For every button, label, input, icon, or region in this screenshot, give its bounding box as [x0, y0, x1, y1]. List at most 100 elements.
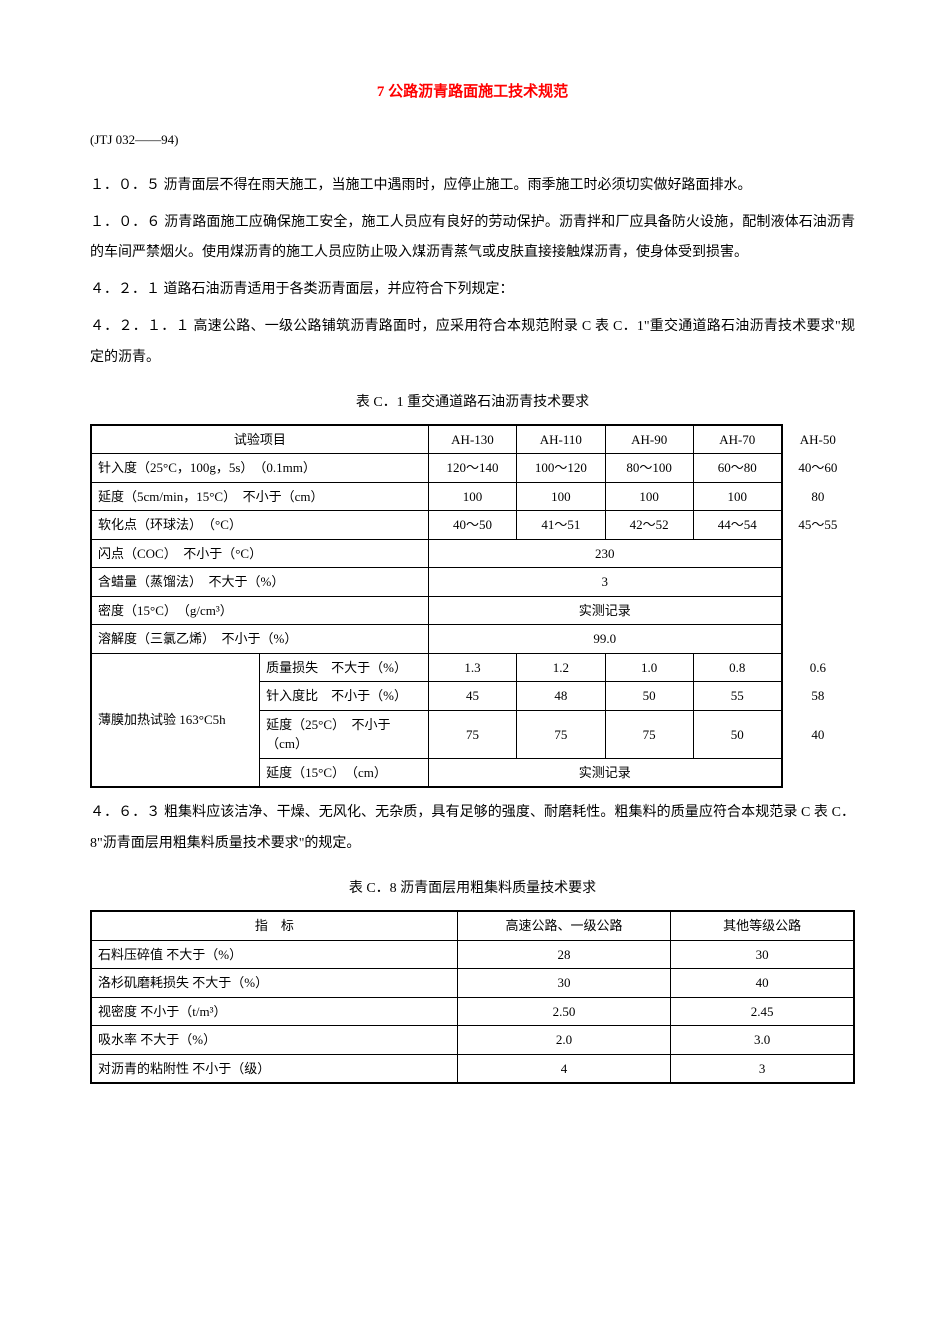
- cell-value: 0.6: [782, 653, 854, 682]
- table-row: 针入度（25°C，100g，5s） （0.1mm） 120～140 100～12…: [91, 454, 854, 483]
- cell-value: 1.2: [517, 653, 605, 682]
- cell-value: 100: [605, 482, 693, 511]
- cell-value: 45～55: [782, 511, 854, 540]
- cell-value: 75: [517, 710, 605, 758]
- cell-value: 30: [457, 969, 671, 998]
- cell-value: 58: [782, 682, 854, 711]
- cell-label: 含蜡量（蒸馏法） 不大于（%）: [91, 568, 428, 597]
- table-row: 视密度 不小于（t/m³） 2.50 2.45: [91, 997, 854, 1026]
- cell-value: 44～54: [693, 511, 781, 540]
- cell-value: 50: [693, 710, 781, 758]
- cell-label: 针入度比 不小于（%）: [260, 682, 429, 711]
- table-c8-caption: 表 C．8 沥青面层用粗集料质量技术要求: [90, 878, 855, 900]
- cell-value: 80～100: [605, 454, 693, 483]
- table-row: 吸水率 不大于（%） 2.0 3.0: [91, 1026, 854, 1055]
- cell-value: 75: [605, 710, 693, 758]
- cell-value: 4: [457, 1054, 671, 1083]
- paragraph-4-2-1-1: ４．２．１．１ 高速公路、一级公路铺筑沥青路面时，应采用符合本规范附录 C 表 …: [90, 312, 855, 374]
- cell-value: 99.0: [428, 625, 781, 654]
- paragraph-4-2-1: ４．２．１ 道路石油沥青适用于各类沥青面层，并应符合下列规定：: [90, 275, 855, 306]
- paragraph-4-6-3: ４．６．３ 粗集料应该洁净、干燥、无风化、无杂质，具有足够的强度、耐磨耗性。粗集…: [90, 798, 855, 860]
- table-row: 延度（5cm/min，15°C） 不小于（cm） 100 100 100 100…: [91, 482, 854, 511]
- cell-value: 1.0: [605, 653, 693, 682]
- cell-value: 60～80: [693, 454, 781, 483]
- col-other: 其他等级公路: [671, 911, 854, 940]
- cell-value: 50: [605, 682, 693, 711]
- cell-value: 实测记录: [428, 596, 781, 625]
- cell-value: 3: [671, 1054, 854, 1083]
- cell-value: 3: [428, 568, 781, 597]
- cell-label: 延度（15°C） （cm）: [260, 758, 429, 787]
- cell-value: 100: [693, 482, 781, 511]
- document-code: (JTJ 032——94): [90, 130, 855, 151]
- col-highway: 高速公路、一级公路: [457, 911, 671, 940]
- cell-label: 软化点（环球法） （°C）: [91, 511, 428, 540]
- table-row: 密度（15°C） （g/cm³） 实测记录: [91, 596, 854, 625]
- paragraph-1-0-6: １．０．６ 沥青路面施工应确保施工安全，施工人员应有良好的劳动保护。沥青拌和厂应…: [90, 208, 855, 270]
- cell-value: 100: [517, 482, 605, 511]
- cell-value: 40: [782, 710, 854, 758]
- col-ah70: AH-70: [693, 425, 781, 454]
- cell-value: 3.0: [671, 1026, 854, 1055]
- cell-value: 75: [428, 710, 516, 758]
- cell-empty: [782, 539, 854, 568]
- table-row: 洛杉矶磨耗损失 不大于（%） 30 40: [91, 969, 854, 998]
- table-row: 溶解度（三氯乙烯） 不小于（%） 99.0: [91, 625, 854, 654]
- col-ah50: AH-50: [782, 425, 854, 454]
- cell-film-label: 薄膜加热试验 163°C5h: [91, 653, 260, 787]
- cell-label: 延度（25°C） 不小于（cm）: [260, 710, 429, 758]
- cell-value: 30: [671, 940, 854, 969]
- cell-label: 洛杉矶磨耗损失 不大于（%）: [91, 969, 457, 998]
- cell-value: 40～50: [428, 511, 516, 540]
- cell-value: 80: [782, 482, 854, 511]
- cell-value: 1.3: [428, 653, 516, 682]
- col-ah90: AH-90: [605, 425, 693, 454]
- table-c8: 指 标 高速公路、一级公路 其他等级公路 石料压碎值 不大于（%） 28 30 …: [90, 910, 855, 1084]
- table-row: 含蜡量（蒸馏法） 不大于（%） 3: [91, 568, 854, 597]
- table-row: 指 标 高速公路、一级公路 其他等级公路: [91, 911, 854, 940]
- document-title: 7 公路沥青路面施工技术规范: [90, 80, 855, 104]
- table-row: 闪点（COC） 不小于（°C） 230: [91, 539, 854, 568]
- cell-label: 密度（15°C） （g/cm³）: [91, 596, 428, 625]
- cell-value: 120～140: [428, 454, 516, 483]
- cell-label: 石料压碎值 不大于（%）: [91, 940, 457, 969]
- paragraph-1-0-5: １．０．５ 沥青面层不得在雨天施工，当施工中遇雨时，应停止施工。雨季施工时必须切…: [90, 171, 855, 202]
- cell-value: 55: [693, 682, 781, 711]
- table-row: 对沥青的粘附性 不小于（级） 4 3: [91, 1054, 854, 1083]
- cell-label: 溶解度（三氯乙烯） 不小于（%）: [91, 625, 428, 654]
- col-ah110: AH-110: [517, 425, 605, 454]
- table-row: 试验项目 AH-130 AH-110 AH-90 AH-70 AH-50: [91, 425, 854, 454]
- table-c1: 试验项目 AH-130 AH-110 AH-90 AH-70 AH-50 针入度…: [90, 424, 855, 789]
- cell-label: 质量损失 不大于（%）: [260, 653, 429, 682]
- cell-label: 延度（5cm/min，15°C） 不小于（cm）: [91, 482, 428, 511]
- cell-value: 2.45: [671, 997, 854, 1026]
- cell-value: 100: [428, 482, 516, 511]
- cell-value: 0.8: [693, 653, 781, 682]
- cell-value: 2.50: [457, 997, 671, 1026]
- table-row: 石料压碎值 不大于（%） 28 30: [91, 940, 854, 969]
- cell-value: 实测记录: [428, 758, 781, 787]
- table-c1-caption: 表 C．1 重交通道路石油沥青技术要求: [90, 392, 855, 414]
- cell-value: 48: [517, 682, 605, 711]
- table-row: 薄膜加热试验 163°C5h 质量损失 不大于（%） 1.3 1.2 1.0 0…: [91, 653, 854, 682]
- cell-value: 2.0: [457, 1026, 671, 1055]
- col-ah130: AH-130: [428, 425, 516, 454]
- header-project: 试验项目: [91, 425, 428, 454]
- cell-value: 40～60: [782, 454, 854, 483]
- cell-value: 100～120: [517, 454, 605, 483]
- cell-value: 40: [671, 969, 854, 998]
- header-index: 指 标: [91, 911, 457, 940]
- cell-label: 针入度（25°C，100g，5s） （0.1mm）: [91, 454, 428, 483]
- cell-value: 41～51: [517, 511, 605, 540]
- cell-empty: [782, 568, 854, 597]
- cell-label: 闪点（COC） 不小于（°C）: [91, 539, 428, 568]
- cell-label: 对沥青的粘附性 不小于（级）: [91, 1054, 457, 1083]
- cell-value: 28: [457, 940, 671, 969]
- cell-empty: [782, 625, 854, 654]
- cell-empty: [782, 596, 854, 625]
- cell-label: 视密度 不小于（t/m³）: [91, 997, 457, 1026]
- cell-label: 吸水率 不大于（%）: [91, 1026, 457, 1055]
- cell-value: 42～52: [605, 511, 693, 540]
- cell-value: 45: [428, 682, 516, 711]
- cell-empty: [782, 758, 854, 787]
